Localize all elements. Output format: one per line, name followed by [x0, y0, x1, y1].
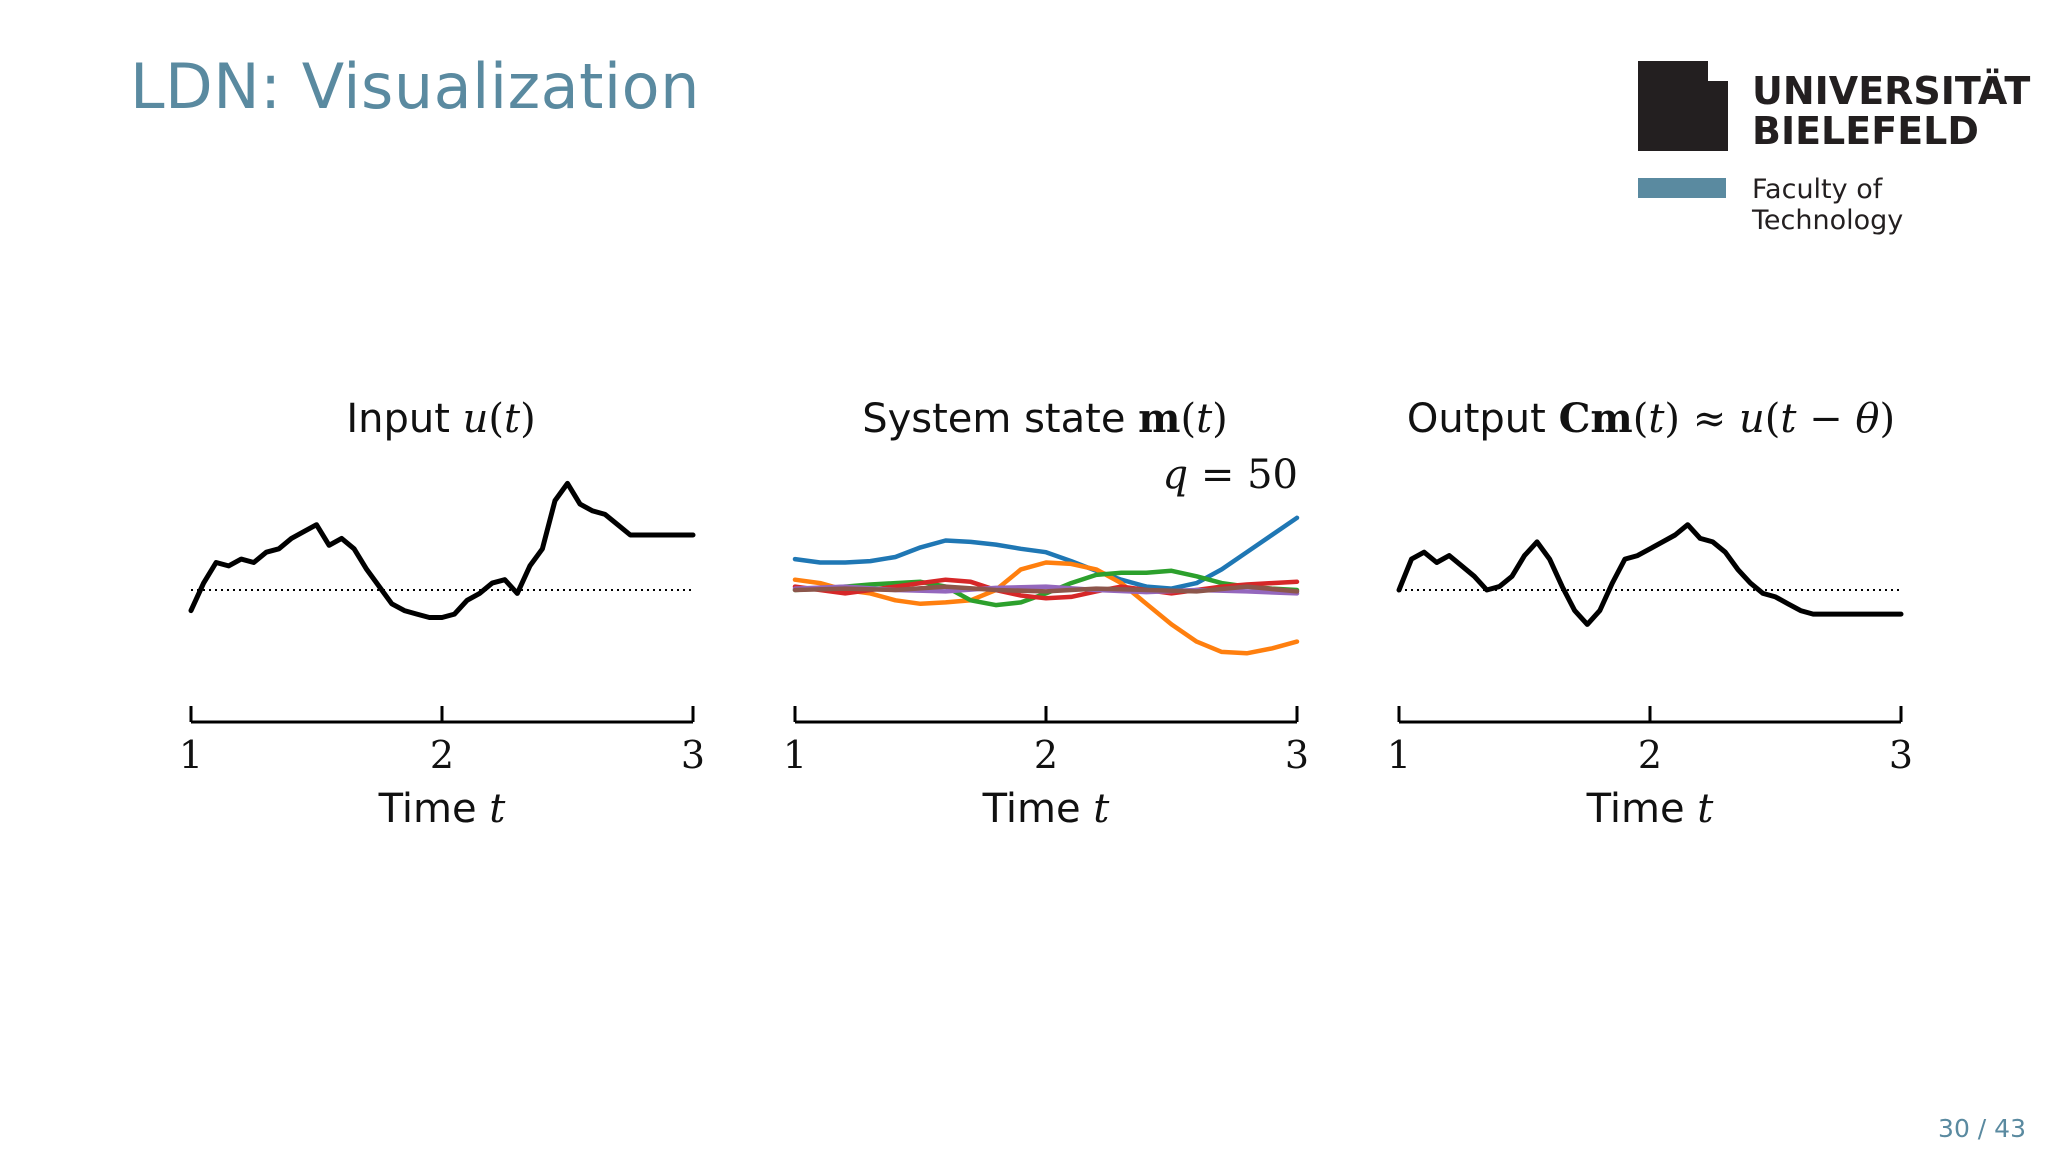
panel-annotation-q: q = 50 [1163, 452, 1298, 498]
series-line-5 [792, 584, 1300, 594]
title-math-glyph: u [1739, 396, 1765, 442]
x-tick-label: 2 [1638, 733, 1662, 777]
title-math-glyph: t [1780, 396, 1797, 442]
faculty-name: Faculty of Technology [1752, 174, 1904, 236]
title-math-glyph: t [1196, 396, 1213, 442]
x-tick-label: 1 [179, 733, 203, 777]
slide-title: LDN: Visualization [130, 50, 700, 123]
title-math-glyph: ) [520, 396, 536, 442]
plot-area: 1 2 3 Time t 1 2 3 Time t 1 2 3 Time t [179, 480, 1913, 832]
title-math-glyph: ) [1212, 396, 1228, 442]
panel-1: 1 2 3 Time t [783, 515, 1309, 832]
x-axis-label-variable: t [1093, 786, 1110, 832]
x-tick-label: 3 [681, 733, 705, 777]
panel-title-state: System state m(t) [862, 395, 1228, 442]
title-math-glyph: u [463, 396, 489, 442]
panel-title-output: Output Cm(t) ≈ u(t − θ) [1407, 395, 1895, 442]
x-axis-label: Time t [378, 786, 507, 832]
x-tick-label: 2 [430, 733, 454, 777]
series-line-1 [792, 560, 1300, 656]
panel-2: 1 2 3 Time t [1387, 522, 1913, 832]
annotation-glyph: = [1188, 452, 1234, 498]
university-name-line1: UNIVERSITÄT [1752, 69, 2031, 113]
x-tick-label: 3 [1889, 733, 1913, 777]
x-axis-label: Time t [1586, 786, 1715, 832]
x-axis-label-word: Time [1586, 786, 1698, 832]
university-name-line2: BIELEFELD [1752, 109, 1979, 153]
title-math-glyph: m [1138, 395, 1180, 442]
title-math-glyph: ( [488, 396, 504, 442]
title-math-glyph: ( [1180, 396, 1196, 442]
annotation-glyph: q [1163, 452, 1189, 498]
title-math-glyph: ( [1633, 396, 1649, 442]
title-text: System state [862, 396, 1138, 442]
annotation-glyph: 50 [1234, 452, 1298, 498]
title-math-glyph [1726, 396, 1739, 442]
series-line-0 [188, 480, 696, 620]
x-tick-label: 3 [1285, 733, 1309, 777]
title-math-glyph: ≈ [1693, 396, 1727, 442]
page-number: 30 / 43 [1938, 1114, 2026, 1143]
title-math-glyph: − [1809, 396, 1843, 442]
university-logo: UNIVERSITÄT BIELEFELD Faculty of Technol… [1638, 61, 2038, 236]
university-logo-mark-icon [1638, 61, 1728, 151]
title-math-glyph [1843, 396, 1856, 442]
university-name: UNIVERSITÄT BIELEFELD [1752, 71, 2030, 151]
title-math-glyph [1796, 396, 1809, 442]
title-math-glyph [1680, 396, 1693, 442]
title-math-glyph: ) [1879, 396, 1895, 442]
title-text: Output [1407, 396, 1559, 442]
series-line-0 [1396, 522, 1904, 627]
title-math-glyph: ) [1664, 396, 1680, 442]
title-math-glyph: m [1590, 395, 1632, 442]
title-math-glyph: t [1648, 396, 1665, 442]
panel-0: 1 2 3 Time t [179, 480, 705, 832]
x-axis-label-variable: t [489, 786, 506, 832]
title-math-glyph: t [504, 396, 521, 442]
x-axis-label: Time t [982, 786, 1111, 832]
panel-title-input: Input u(t) [346, 396, 535, 442]
x-axis-label-variable: t [1697, 786, 1714, 832]
title-text: Input [346, 396, 462, 442]
title-math-glyph: ( [1765, 396, 1781, 442]
x-axis-label-word: Time [982, 786, 1094, 832]
series-line-0 [792, 515, 1300, 591]
x-tick-label: 1 [1387, 733, 1411, 777]
title-math-glyph: θ [1855, 396, 1879, 442]
x-tick-label: 1 [783, 733, 807, 777]
title-math-glyph: C [1559, 395, 1591, 442]
logo-accent-bar [1638, 178, 1726, 198]
x-axis-label-word: Time [378, 786, 490, 832]
x-tick-label: 2 [1034, 733, 1058, 777]
